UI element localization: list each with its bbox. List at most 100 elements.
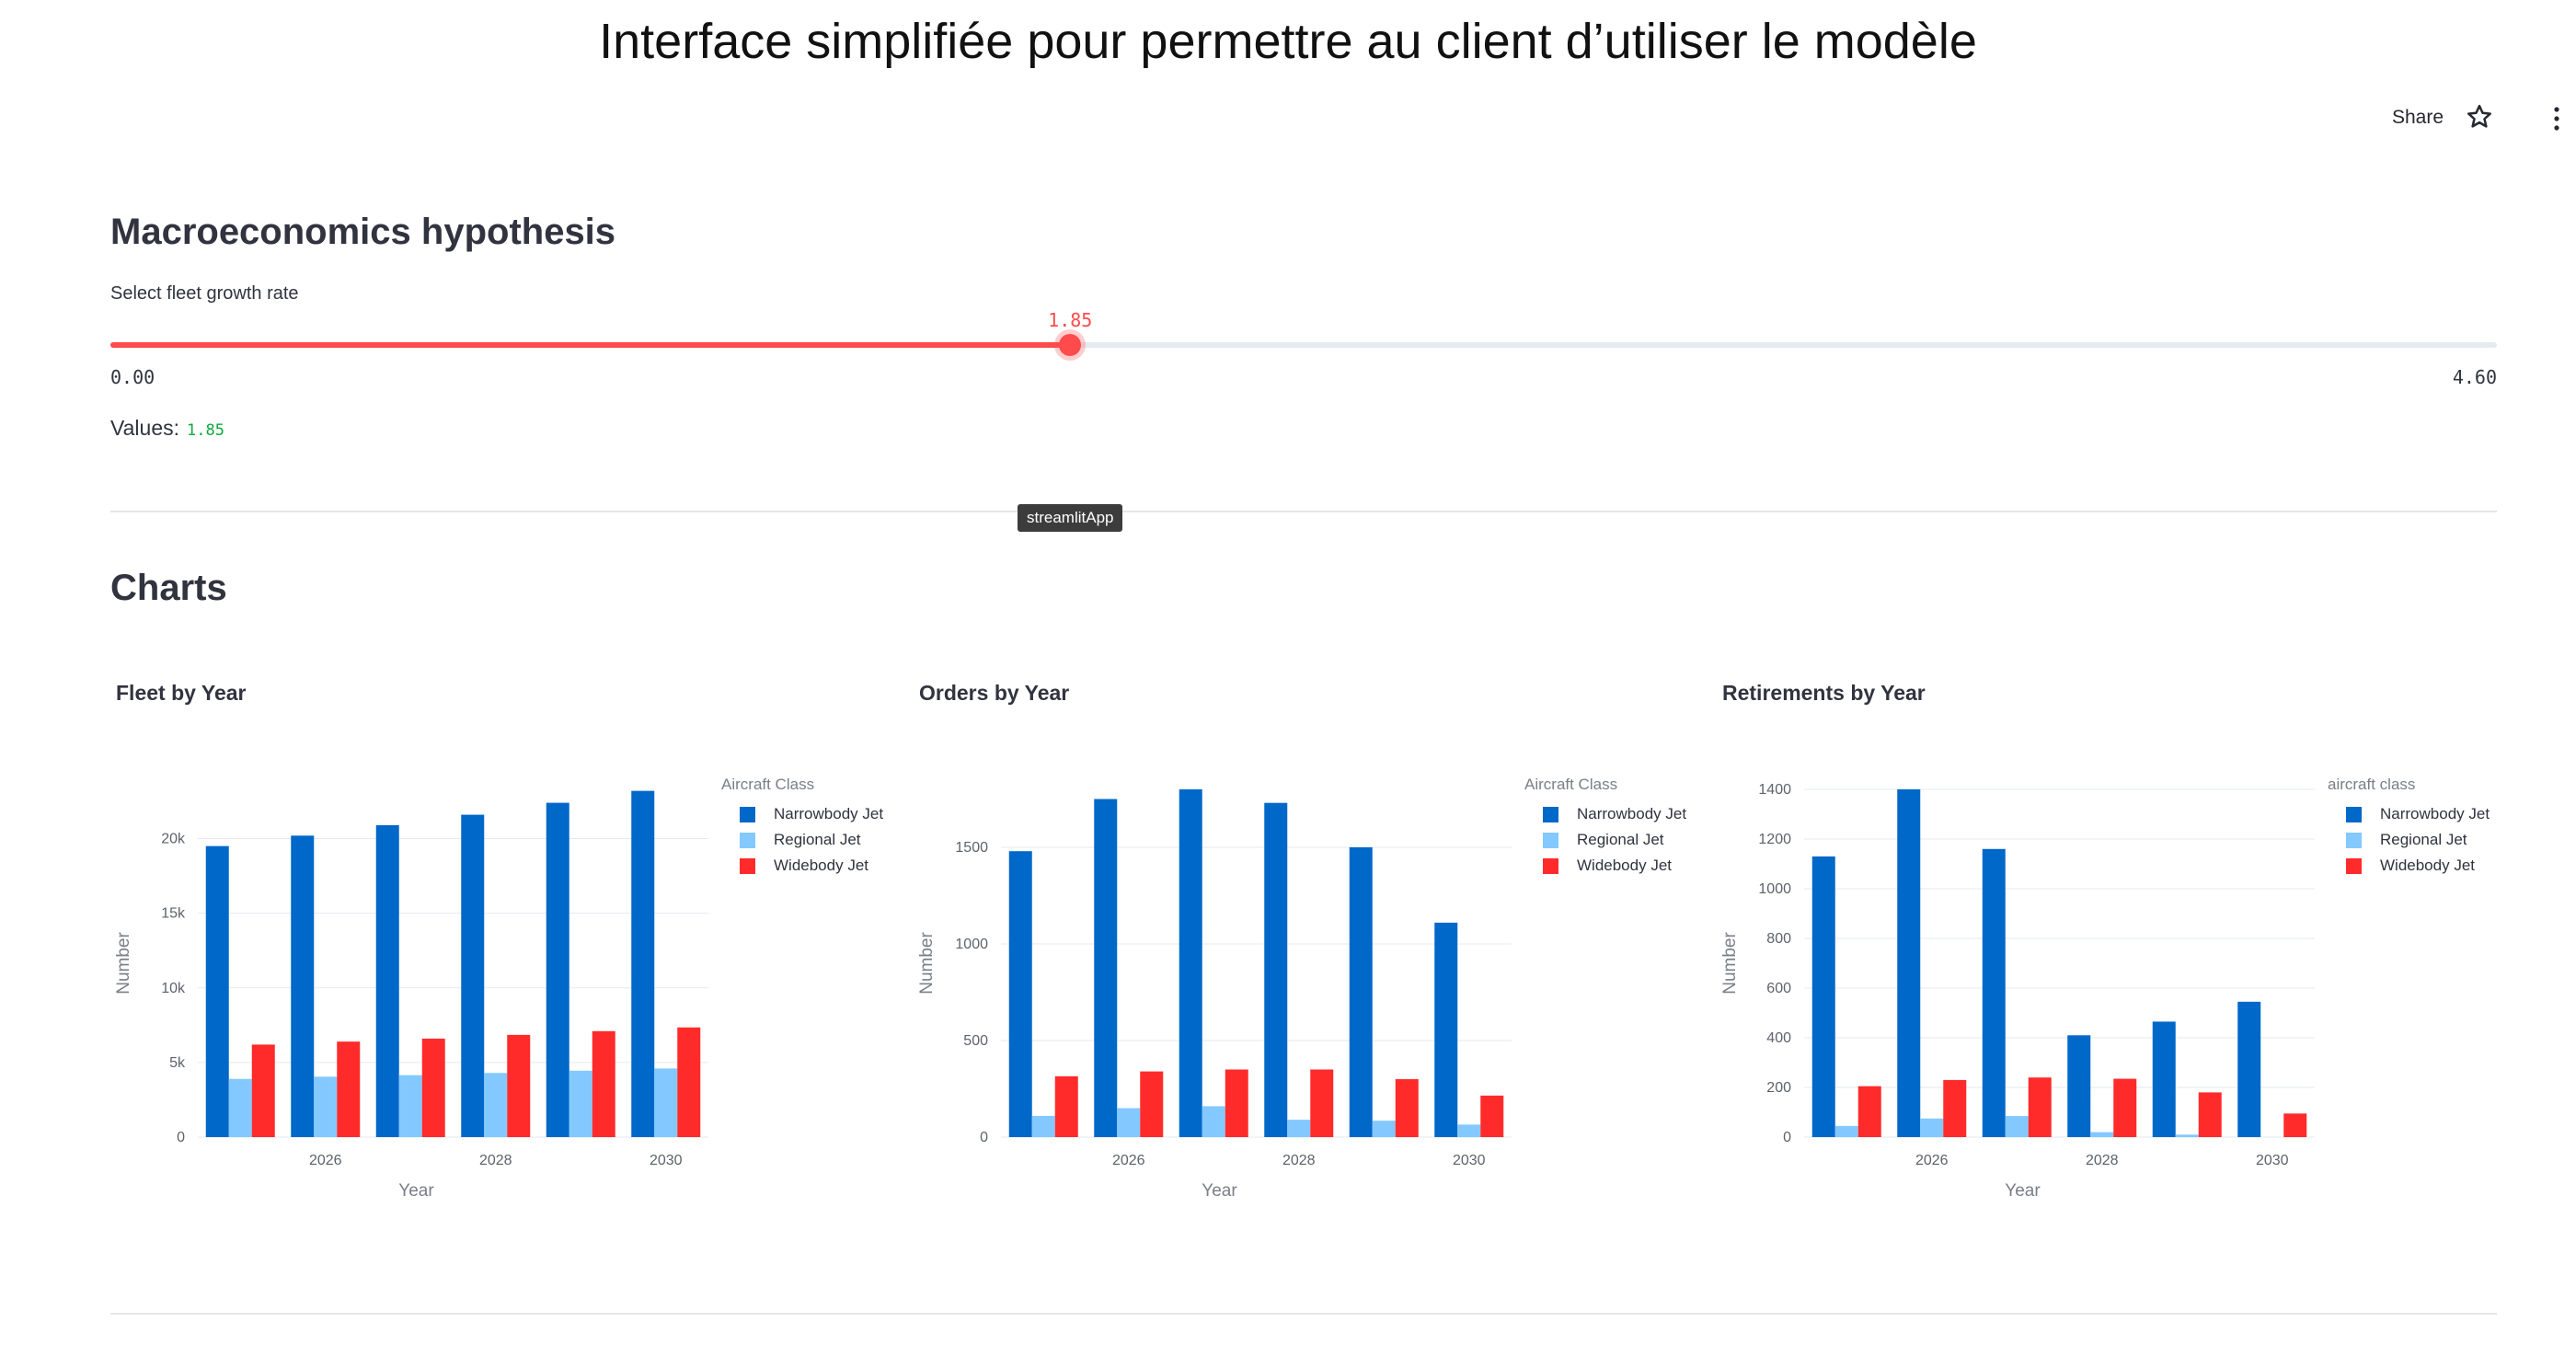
- bar[interactable]: [398, 1075, 422, 1137]
- bar[interactable]: [1031, 1115, 1055, 1137]
- slider-thumb[interactable]: [1059, 334, 1082, 356]
- values-code: 1.85: [187, 421, 224, 440]
- bar[interactable]: [1857, 1086, 1881, 1137]
- bar[interactable]: [1457, 1124, 1481, 1137]
- bar[interactable]: [1310, 1069, 1334, 1138]
- bar[interactable]: [1897, 789, 1921, 1137]
- legend-item-regional[interactable]: Regional Jet: [1524, 827, 1708, 853]
- bar[interactable]: [1008, 851, 1032, 1137]
- bar[interactable]: [1834, 1125, 1858, 1137]
- bar[interactable]: [1054, 1075, 1078, 1137]
- bar[interactable]: [291, 835, 315, 1137]
- legend-item-narrowbody[interactable]: Narrowbody Jet: [721, 801, 905, 827]
- x-tick-label: 2028: [479, 1153, 512, 1168]
- chart-title: Retirements by Year: [1722, 681, 1926, 705]
- bar[interactable]: [484, 1073, 508, 1137]
- legend-label: Regional Jet: [2380, 831, 2467, 848]
- legend-label: Widebody Jet: [1577, 857, 1672, 874]
- bar[interactable]: [2237, 1001, 2261, 1137]
- y-tick-label: 500: [963, 1033, 988, 1049]
- orders-chart[interactable]: Orders by Year 0 500 1000 1500 2026 2028 2030 Y…: [914, 672, 1714, 1224]
- chart-plot[interactable]: 0 5k 10k 15k 20k 2026 2028 2030 Year Number: [110, 672, 718, 1224]
- legend-swatch: [740, 806, 755, 822]
- bar[interactable]: [228, 1078, 252, 1137]
- bar[interactable]: [1372, 1121, 1396, 1137]
- share-button[interactable]: Share: [2392, 107, 2444, 128]
- bar[interactable]: [2113, 1078, 2137, 1137]
- bar[interactable]: [592, 1030, 615, 1137]
- fleet-chart[interactable]: Fleet by Year 0 5k 10k 15k 20k 2026 2028 2030 Ye…: [110, 672, 911, 1224]
- bar[interactable]: [1395, 1079, 1419, 1137]
- retirements-chart[interactable]: Retirements by Year 0 200 400 600 800 1000 120…: [1717, 672, 2517, 1224]
- bar[interactable]: [631, 790, 655, 1137]
- bar[interactable]: [1982, 848, 2006, 1137]
- bar[interactable]: [2067, 1035, 2091, 1137]
- bar[interactable]: [1179, 789, 1202, 1137]
- bar[interactable]: [2005, 1116, 2029, 1137]
- bar[interactable]: [1264, 802, 1288, 1137]
- legend-item-widebody[interactable]: Widebody Jet: [2328, 853, 2512, 879]
- y-tick-label: 800: [1766, 931, 1791, 947]
- star-icon[interactable]: [2466, 103, 2493, 131]
- bar[interactable]: [251, 1044, 275, 1137]
- bottom-divider: [110, 1313, 2497, 1315]
- tooltip: streamlitApp: [1018, 504, 1123, 532]
- bar[interactable]: [375, 824, 399, 1137]
- bar[interactable]: [569, 1070, 592, 1137]
- bar[interactable]: [546, 802, 569, 1137]
- bar[interactable]: [1225, 1069, 1248, 1138]
- chart-legend: Aircraft Class Narrowbody Jet Regional J…: [721, 776, 905, 879]
- bar[interactable]: [2175, 1134, 2199, 1137]
- bar[interactable]: [507, 1034, 531, 1137]
- page-title: Interface simplifiée pour permettre au c…: [599, 14, 1977, 69]
- bar[interactable]: [2028, 1077, 2052, 1137]
- fleet-growth-slider[interactable]: [110, 334, 2497, 356]
- bar[interactable]: [654, 1068, 678, 1137]
- y-tick-label: 400: [1766, 1030, 1791, 1046]
- bar[interactable]: [677, 1027, 701, 1137]
- bar[interactable]: [1117, 1108, 1141, 1138]
- bar[interactable]: [1287, 1120, 1311, 1137]
- legend-item-regional[interactable]: Regional Jet: [721, 827, 905, 853]
- y-tick-label: 1400: [1758, 782, 1791, 798]
- bar[interactable]: [314, 1076, 338, 1137]
- legend-item-regional[interactable]: Regional Jet: [2328, 827, 2512, 853]
- bar[interactable]: [1434, 922, 1458, 1137]
- legend-item-widebody[interactable]: Widebody Jet: [721, 853, 905, 879]
- bar[interactable]: [1943, 1079, 1967, 1137]
- bar[interactable]: [337, 1041, 361, 1137]
- y-tick-label: 1500: [955, 840, 988, 856]
- more-options-icon[interactable]: [2552, 105, 2561, 132]
- legend-swatch: [1543, 806, 1558, 822]
- bar[interactable]: [2090, 1132, 2114, 1137]
- bar[interactable]: [1811, 856, 1835, 1137]
- y-axis-title: Number: [114, 932, 133, 995]
- legend-item-widebody[interactable]: Widebody Jet: [1524, 853, 1708, 879]
- y-tick-label: 0: [177, 1130, 185, 1145]
- legend-label: Regional Jet: [774, 831, 861, 848]
- chart-plot[interactable]: 0 200 400 600 800 1000 1200 1400 2026 2028 2030 Yea…: [1717, 672, 2324, 1224]
- bar[interactable]: [1202, 1106, 1225, 1137]
- legend-item-narrowbody[interactable]: Narrowbody Jet: [2328, 801, 2512, 827]
- bar[interactable]: [1920, 1118, 1944, 1137]
- legend-swatch: [740, 832, 755, 848]
- bar[interactable]: [2198, 1092, 2222, 1137]
- bar[interactable]: [1140, 1071, 1164, 1137]
- chart-plot[interactable]: 0 500 1000 1500 2026 2028 2030 Year Number: [914, 672, 1521, 1224]
- bar[interactable]: [2152, 1021, 2176, 1137]
- legend-swatch: [2346, 832, 2362, 848]
- legend-item-narrowbody[interactable]: Narrowbody Jet: [1524, 801, 1708, 827]
- legend-swatch: [2346, 806, 2362, 822]
- y-tick-label: 200: [1766, 1080, 1791, 1096]
- bar[interactable]: [1480, 1095, 1504, 1137]
- bar[interactable]: [421, 1038, 445, 1137]
- x-tick-label: 2026: [1112, 1153, 1145, 1168]
- bar[interactable]: [2283, 1113, 2307, 1137]
- bar[interactable]: [461, 814, 485, 1137]
- x-tick-label: 2030: [1453, 1153, 1486, 1168]
- bar[interactable]: [1094, 799, 1118, 1138]
- bar[interactable]: [1349, 847, 1373, 1137]
- bar[interactable]: [205, 845, 229, 1137]
- slider-fill: [110, 342, 1071, 348]
- x-axis-title: Year: [1202, 1181, 1237, 1201]
